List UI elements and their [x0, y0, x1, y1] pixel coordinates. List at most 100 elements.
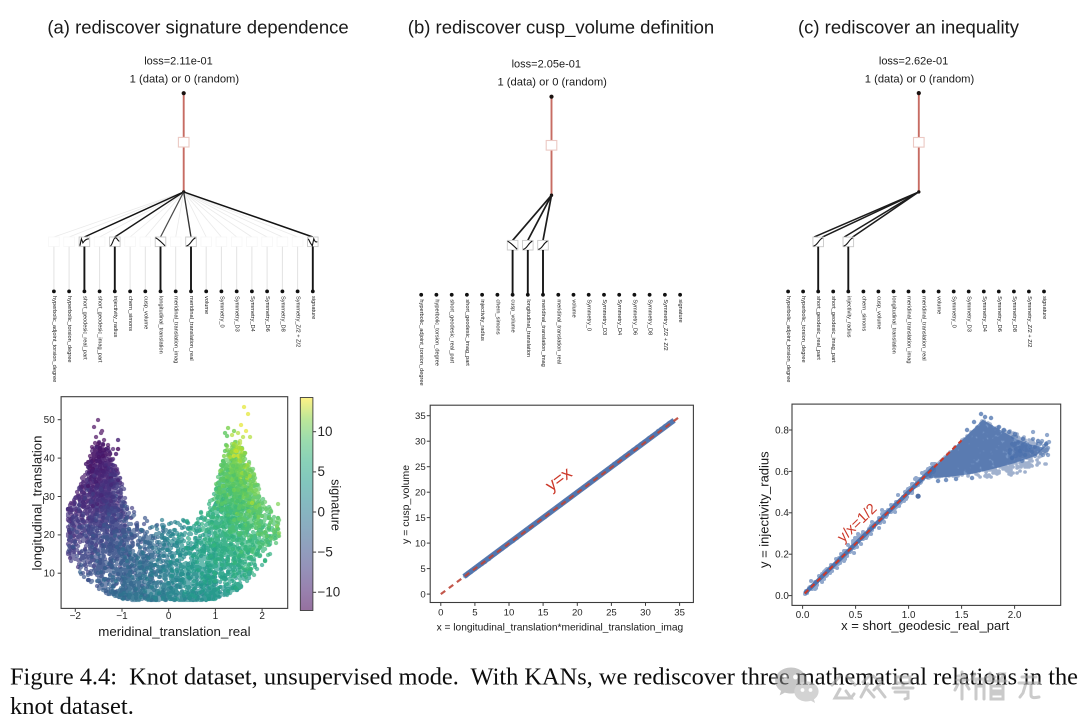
svg-text:0.5: 0.5: [849, 610, 863, 621]
svg-text:Figure 4.4: Knot dataset, uns: Figure 4.4: Knot dataset, unsupervised m…: [10, 663, 1078, 690]
svg-text:volume: volume: [203, 296, 209, 314]
svg-text:injectivity_radius: injectivity_radius: [845, 296, 851, 338]
svg-text:short_geodesic_real_part: short_geodesic_real_part: [815, 296, 821, 360]
svg-text:0: 0: [438, 607, 443, 618]
svg-text:short_geodesic_real_part: short_geodesic_real_part: [81, 296, 87, 360]
svg-text:0.2: 0.2: [775, 550, 789, 561]
svg-text:40: 40: [44, 454, 56, 465]
svg-text:0.6: 0.6: [775, 467, 789, 478]
svg-text:Symmetry_D6: Symmetry_D6: [996, 296, 1002, 332]
svg-text:15: 15: [415, 513, 426, 524]
svg-text:y = cusp_volume: y = cusp_volume: [400, 465, 412, 544]
svg-text:Symmetry_Z/2 + Z/2: Symmetry_Z/2 + Z/2: [1026, 296, 1032, 347]
svg-text:30: 30: [44, 492, 56, 503]
svg-text:volume: volume: [936, 296, 942, 314]
svg-text:loss=2.11e-01: loss=2.11e-01: [144, 55, 213, 67]
svg-text:35: 35: [674, 607, 685, 618]
svg-text:Symmetry_D6: Symmetry_D6: [264, 296, 270, 332]
svg-text:chern_simons: chern_simons: [127, 296, 133, 331]
svg-text:injectivity_radius: injectivity_radius: [479, 299, 485, 341]
svg-text:Symmetry_0: Symmetry_0: [218, 296, 224, 328]
svg-text:short_geodesic_imag_part: short_geodesic_imag_part: [830, 296, 836, 363]
svg-text:meridinal_translation_real: meridinal_translation_real: [555, 299, 561, 364]
svg-text:short_geodesic_imag_part: short_geodesic_imag_part: [464, 299, 470, 366]
svg-text:−10: −10: [318, 585, 341, 600]
svg-text:meridinal_translation_imag: meridinal_translation_imag: [906, 296, 912, 363]
svg-text:y = injectivity_radius: y = injectivity_radius: [756, 451, 771, 568]
svg-text:0: 0: [166, 611, 172, 622]
svg-text:meridinal_translation_imag: meridinal_translation_imag: [173, 296, 179, 363]
svg-text:signature: signature: [329, 479, 343, 531]
svg-text:Symmetry_D4: Symmetry_D4: [616, 299, 622, 335]
svg-text:0.0: 0.0: [775, 591, 789, 602]
svg-text:volume: volume: [571, 299, 577, 317]
svg-text:1 (data) or 0 (random): 1 (data) or 0 (random): [130, 73, 240, 85]
svg-text:Symmetry_Z/2 + Z/2: Symmetry_Z/2 + Z/2: [662, 299, 668, 350]
svg-text:(a) rediscover signature depen: (a) rediscover signature dependence: [47, 17, 348, 38]
svg-text:hyperbolic_torsion_degree: hyperbolic_torsion_degree: [66, 296, 72, 362]
svg-text:25: 25: [415, 462, 426, 473]
svg-text:cusp_volume: cusp_volume: [142, 296, 148, 329]
svg-text:hyperbolic_adjoint_torsion_deg: hyperbolic_adjoint_torsion_degree: [785, 296, 791, 382]
svg-text:cusp_volume: cusp_volume: [510, 299, 516, 332]
svg-text:50: 50: [44, 415, 56, 426]
svg-text:1.5: 1.5: [955, 610, 969, 621]
svg-text:meridinal_translation_real: meridinal_translation_real: [921, 296, 927, 361]
svg-text:hyperbolic_torsion_degree: hyperbolic_torsion_degree: [800, 296, 806, 362]
svg-text:Symmetry_D6: Symmetry_D6: [631, 299, 637, 335]
svg-text:Symmetry_D3: Symmetry_D3: [601, 299, 607, 335]
svg-text:Symmetry_0: Symmetry_0: [586, 299, 592, 331]
svg-text:(c) rediscover an inequality: (c) rediscover an inequality: [798, 17, 1020, 38]
svg-text:longitudinal_translation: longitudinal_translation: [158, 296, 164, 354]
svg-text:5: 5: [472, 607, 477, 618]
svg-text:2.0: 2.0: [1008, 610, 1022, 621]
svg-text:−5: −5: [318, 545, 333, 560]
svg-text:2: 2: [259, 611, 265, 622]
svg-text:cusp_volume: cusp_volume: [875, 296, 881, 329]
svg-text:10: 10: [504, 607, 515, 618]
svg-text:(b) rediscover cusp_volume def: (b) rediscover cusp_volume definition: [408, 17, 714, 39]
svg-text:0.0: 0.0: [796, 610, 810, 621]
svg-text:Symmetry_0: Symmetry_0: [951, 296, 957, 328]
svg-text:0: 0: [420, 590, 425, 601]
svg-text:Symmetry_D4: Symmetry_D4: [249, 296, 255, 332]
svg-text:short_geodesic_imag_part: short_geodesic_imag_part: [97, 296, 103, 363]
svg-text:20: 20: [44, 530, 56, 541]
svg-text:longitudinal_translation: longitudinal_translation: [29, 436, 44, 571]
svg-text:longitudinal_translation: longitudinal_translation: [891, 296, 897, 354]
svg-text:injectivity_radius: injectivity_radius: [112, 296, 118, 338]
svg-text:10: 10: [318, 424, 333, 439]
svg-text:longitudinal_translation: longitudinal_translation: [525, 299, 531, 357]
svg-text:signature: signature: [1041, 296, 1047, 319]
svg-text:30: 30: [640, 607, 651, 618]
svg-text:Symmetry_D3: Symmetry_D3: [966, 296, 972, 332]
svg-text:10: 10: [415, 539, 426, 550]
svg-text:0: 0: [318, 504, 325, 519]
svg-text:−1: −1: [116, 611, 128, 622]
svg-text:hyperbolic_adjoint_torsion_deg: hyperbolic_adjoint_torsion_degree: [51, 296, 57, 382]
svg-text:0.4: 0.4: [775, 508, 789, 519]
svg-text:meridinal_translation_real: meridinal_translation_real: [98, 624, 250, 639]
svg-text:Symmetry_D3: Symmetry_D3: [234, 296, 240, 332]
svg-text:x = longitudinal_translation*m: x = longitudinal_translation*meridinal_t…: [437, 622, 684, 633]
svg-text:−2: −2: [70, 611, 82, 622]
svg-text:5: 5: [318, 464, 325, 479]
svg-text:chern_simons: chern_simons: [494, 299, 500, 334]
svg-text:20: 20: [415, 488, 426, 499]
svg-text:loss=2.05e-01: loss=2.05e-01: [512, 58, 581, 70]
svg-text:loss=2.62e-01: loss=2.62e-01: [879, 55, 948, 67]
svg-text:x = short_geodesic_real_part: x = short_geodesic_real_part: [841, 618, 1009, 633]
svg-text:short_geodesic_real_part: short_geodesic_real_part: [449, 299, 455, 363]
svg-text:15: 15: [538, 607, 549, 618]
svg-text:1: 1: [213, 611, 219, 622]
svg-text:meridinal_translation_real: meridinal_translation_real: [188, 296, 194, 361]
svg-text:hyperbolic_adjoint_torsion_deg: hyperbolic_adjoint_torsion_degree: [418, 299, 424, 385]
svg-text:30: 30: [415, 437, 426, 448]
svg-text:chern_simons: chern_simons: [860, 296, 866, 331]
svg-text:20: 20: [572, 607, 583, 618]
svg-text:35: 35: [415, 411, 426, 422]
svg-text:1.0: 1.0: [902, 610, 916, 621]
svg-text:hyperbolic_torsion_degree: hyperbolic_torsion_degree: [433, 299, 439, 365]
svg-text:25: 25: [606, 607, 617, 618]
svg-text:Symmetry_D4: Symmetry_D4: [981, 296, 987, 332]
